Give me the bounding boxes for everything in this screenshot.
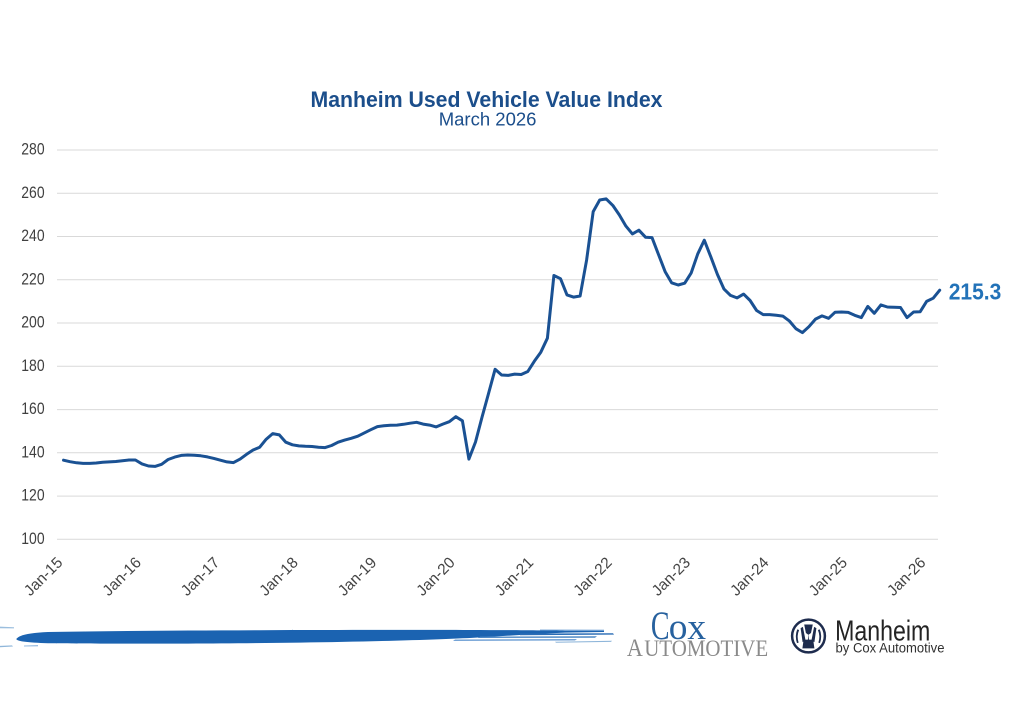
svg-text:100: 100 — [21, 529, 44, 548]
svg-text:200: 200 — [21, 313, 44, 332]
svg-text:140: 140 — [21, 442, 44, 461]
svg-text:Manheim: Manheim — [835, 616, 930, 648]
svg-text:160: 160 — [21, 399, 44, 418]
svg-text:280: 280 — [21, 140, 44, 159]
svg-text:260: 260 — [21, 183, 44, 202]
svg-text:March 2026: March 2026 — [439, 109, 537, 130]
svg-text:Manheim Used Vehicle Value Ind: Manheim Used Vehicle Value Index — [311, 87, 664, 112]
svg-text:UTOMOTIVE: UTOMOTIVE — [644, 636, 768, 661]
svg-text:240: 240 — [21, 226, 44, 245]
svg-text:220: 220 — [21, 269, 44, 288]
svg-text:by Cox Automotive: by Cox Automotive — [836, 640, 945, 655]
svg-text:ox: ox — [669, 607, 707, 648]
svg-text:215.3: 215.3 — [949, 279, 1002, 305]
svg-text:180: 180 — [21, 356, 44, 375]
svg-text:120: 120 — [21, 486, 44, 505]
svg-text:C: C — [651, 604, 670, 648]
svg-text:A: A — [627, 633, 644, 662]
